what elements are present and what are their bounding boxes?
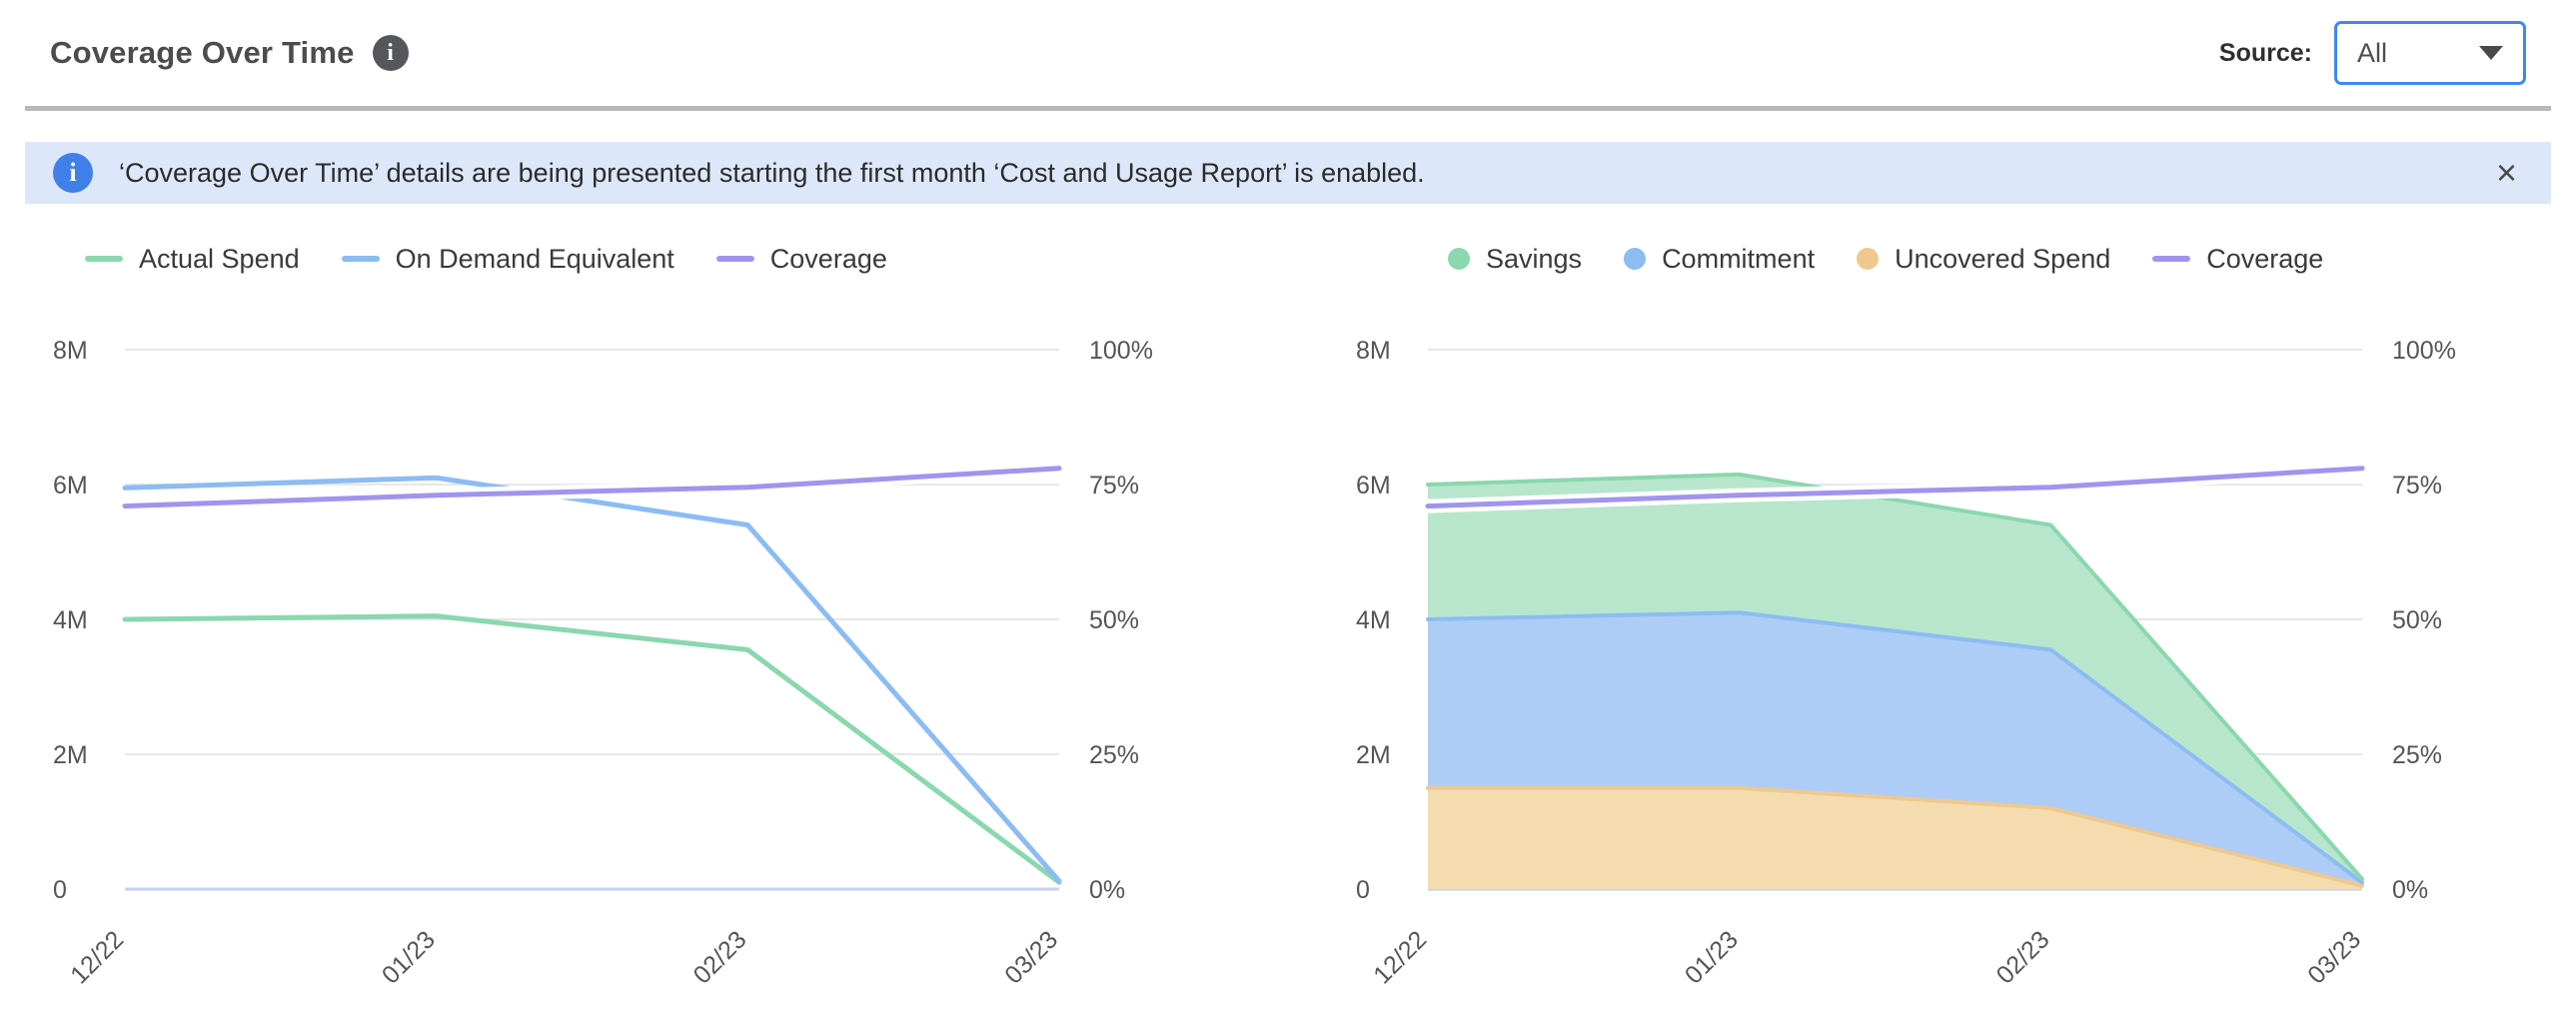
legend-item-actual-spend[interactable]: Actual Spend bbox=[85, 244, 300, 275]
spend-line-chart: Actual Spend On Demand Equivalent Coverage… bbox=[25, 241, 1248, 1015]
charts-row: Actual Spend On Demand Equivalent Coverage… bbox=[0, 241, 2576, 1015]
legend-label: Savings bbox=[1486, 243, 1583, 274]
chevron-down-icon bbox=[2479, 46, 2503, 60]
svg-text:50%: 50% bbox=[1089, 606, 1139, 634]
svg-text:4M: 4M bbox=[1356, 606, 1391, 634]
svg-text:8M: 8M bbox=[53, 337, 88, 365]
svg-text:03/23: 03/23 bbox=[999, 925, 1063, 989]
svg-text:6M: 6M bbox=[53, 472, 88, 500]
header-divider bbox=[25, 106, 2551, 111]
source-label: Source: bbox=[2218, 38, 2312, 67]
svg-text:0: 0 bbox=[1356, 876, 1370, 904]
coverage-area-chart-plot: 8M 100% 6M 75% 4M 50% 2M 25% 0 0% 12/22 01/23 02/23 0… bbox=[1328, 303, 2551, 1015]
svg-text:01/23: 01/23 bbox=[377, 925, 441, 989]
source-dropdown[interactable]: All bbox=[2334, 21, 2526, 85]
svg-text:4M: 4M bbox=[53, 606, 88, 634]
legend-label: Coverage bbox=[769, 243, 887, 274]
svg-text:01/23: 01/23 bbox=[1680, 925, 1744, 989]
svg-text:02/23: 02/23 bbox=[688, 925, 752, 989]
svg-text:8M: 8M bbox=[1356, 337, 1391, 365]
svg-text:0: 0 bbox=[53, 876, 67, 904]
legend-label: Uncovered Spend bbox=[1895, 243, 2111, 274]
coverage-area-chart: Savings Commitment Uncovered Spend Coverage… bbox=[1328, 241, 2551, 1015]
legend-swatch-icon bbox=[715, 256, 754, 262]
svg-text:75%: 75% bbox=[2392, 472, 2442, 500]
svg-text:02/23: 02/23 bbox=[1991, 925, 2055, 989]
coverage-area-chart-legend: Savings Commitment Uncovered Spend Coverage bbox=[1448, 241, 2551, 277]
page-title: Coverage Over Time bbox=[50, 35, 355, 70]
svg-text:6M: 6M bbox=[1356, 472, 1391, 500]
svg-text:2M: 2M bbox=[1356, 741, 1391, 769]
legend-label: Actual Spend bbox=[139, 243, 300, 274]
svg-text:50%: 50% bbox=[2392, 606, 2442, 634]
svg-text:25%: 25% bbox=[1089, 741, 1139, 769]
svg-text:2M: 2M bbox=[53, 741, 88, 769]
svg-text:0%: 0% bbox=[2392, 876, 2428, 904]
svg-text:100%: 100% bbox=[2392, 337, 2456, 365]
legend-item-on-demand-equivalent[interactable]: On Demand Equivalent bbox=[341, 243, 674, 275]
legend-swatch-icon bbox=[1624, 248, 1647, 270]
widget-header: Coverage Over Time i Source: All bbox=[0, 0, 2576, 106]
legend-swatch-icon bbox=[85, 256, 123, 262]
svg-text:0%: 0% bbox=[1089, 876, 1125, 904]
legend-swatch-icon bbox=[2152, 256, 2191, 262]
info-banner: i ‘Coverage Over Time’ details are being… bbox=[25, 142, 2551, 204]
banner-text: ‘Coverage Over Time’ details are being p… bbox=[119, 157, 1425, 188]
legend-item-coverage[interactable]: Coverage bbox=[2152, 244, 2323, 275]
banner-info-icon: i bbox=[53, 153, 93, 193]
legend-item-commitment[interactable]: Commitment bbox=[1624, 244, 1815, 275]
svg-text:03/23: 03/23 bbox=[2302, 925, 2366, 989]
coverage-area-chart-svg: 8M 100% 6M 75% 4M 50% 2M 25% 0 0% 12/22 01/23 02/23 0… bbox=[1356, 337, 2456, 989]
svg-text:12/22: 12/22 bbox=[65, 925, 129, 989]
legend-swatch-icon bbox=[1857, 248, 1880, 270]
svg-text:75%: 75% bbox=[1089, 472, 1139, 500]
close-icon[interactable]: × bbox=[2495, 152, 2517, 193]
svg-text:100%: 100% bbox=[1089, 337, 1153, 365]
legend-label: On Demand Equivalent bbox=[395, 243, 674, 274]
svg-text:12/22: 12/22 bbox=[1368, 925, 1432, 989]
spend-line-chart-legend: Actual Spend On Demand Equivalent Coverage bbox=[85, 241, 1248, 277]
svg-text:25%: 25% bbox=[2392, 741, 2442, 769]
spend-line-chart-svg: 8M 100% 6M 75% 4M 50% 2M 25% 0 0% 12/22 01/23 02/23 0… bbox=[53, 337, 1153, 989]
legend-label: Commitment bbox=[1662, 243, 1816, 274]
source-dropdown-value: All bbox=[2357, 37, 2388, 68]
legend-item-savings[interactable]: Savings bbox=[1448, 244, 1582, 275]
legend-swatch-icon bbox=[341, 256, 380, 262]
legend-item-coverage[interactable]: Coverage bbox=[715, 243, 887, 275]
legend-item-uncovered-spend[interactable]: Uncovered Spend bbox=[1857, 244, 2110, 275]
info-icon[interactable]: i bbox=[372, 35, 409, 71]
legend-label: Coverage bbox=[2206, 243, 2324, 274]
spend-line-chart-plot: 8M 100% 6M 75% 4M 50% 2M 25% 0 0% 12/22 01/23 02/23 0… bbox=[25, 303, 1248, 1015]
legend-swatch-icon bbox=[1448, 248, 1470, 270]
